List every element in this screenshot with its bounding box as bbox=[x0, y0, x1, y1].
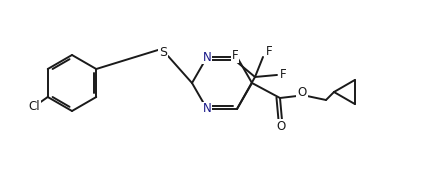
Text: N: N bbox=[203, 50, 212, 63]
Text: F: F bbox=[280, 68, 286, 81]
Text: S: S bbox=[159, 47, 167, 60]
Text: N: N bbox=[203, 102, 212, 115]
Text: O: O bbox=[276, 120, 286, 133]
Text: F: F bbox=[232, 49, 238, 62]
Text: O: O bbox=[297, 86, 307, 98]
Text: Cl: Cl bbox=[28, 101, 39, 114]
Text: F: F bbox=[266, 45, 272, 58]
